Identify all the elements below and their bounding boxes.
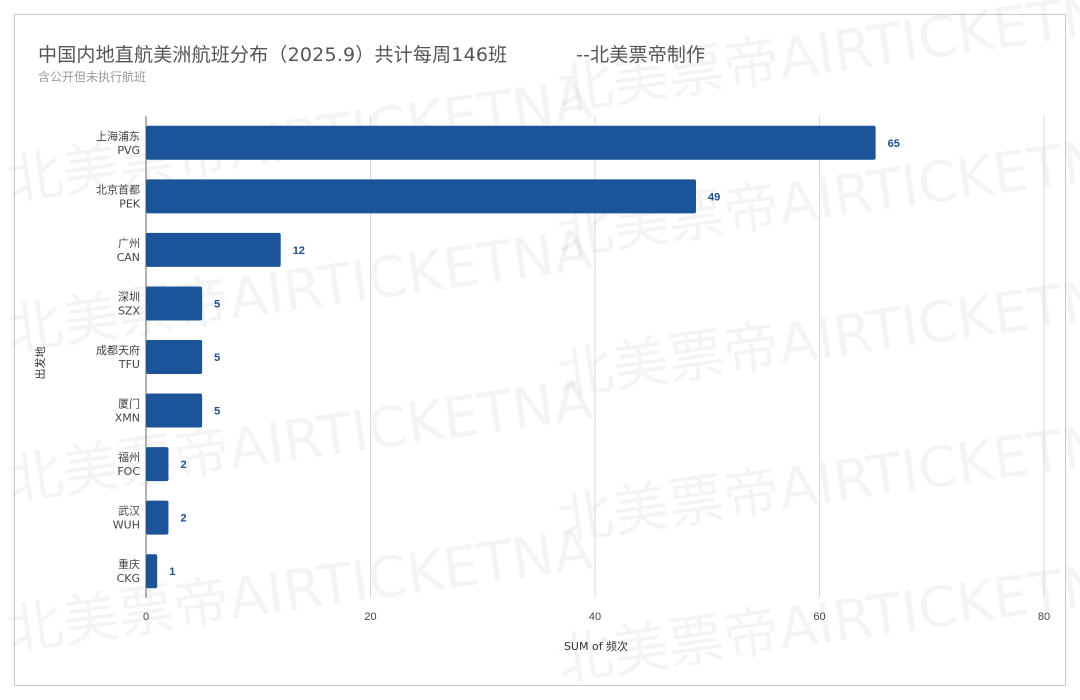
bar [146,554,158,589]
category-label: 广州 [118,237,140,250]
watermark-text: 北美票帝AIRTICKETNA [3,517,596,663]
category-code-label: PEK [119,197,141,210]
bar [146,125,876,160]
bar [146,447,169,482]
data-label: 1 [169,566,175,578]
category-label: 福州 [118,450,140,464]
x-tick-label: 0 [143,611,149,623]
category-code-label: WUH [113,519,140,532]
watermark-text: 北美票帝AIRTICKETNA [553,262,1080,408]
category-code-label: SZX [118,304,141,317]
x-tick-label: 80 [1038,611,1050,623]
category-code-label: FOC [117,465,140,478]
chart-title: 中国内地直航美洲航班分布（2025.9）共计每周146班 --北美票帝制作 [38,44,706,66]
category-label: 成都天府 [96,343,140,357]
bar [146,232,281,267]
category-label: 武汉 [118,505,140,518]
watermark-text: 北美票帝AIRTICKETNA [553,407,1080,553]
category-label: 深圳 [118,290,140,303]
category-label: 厦门 [118,397,140,411]
data-label: 5 [214,406,220,418]
labels: 0 20 40 60 8065上海浦东PVG49北京首都PEK12广州CAN5深圳SZX… [33,129,1050,653]
x-tick-label: 40 [589,611,601,623]
category-label: 北京首都 [96,182,140,196]
watermark-text: 北美票帝AIRTICKETNA [3,367,596,513]
data-label: 49 [708,191,720,203]
data-label: 65 [888,138,900,150]
data-label: 12 [293,245,305,257]
category-code-label: XMN [115,412,140,425]
x-tick-label: 60 [813,611,825,623]
bar [146,393,203,428]
bar [146,340,203,374]
data-label: 5 [214,298,220,310]
data-label: 2 [180,513,186,525]
x-tick-label: 20 [364,611,376,623]
bar [146,179,697,214]
category-code-label: PVG [117,144,140,157]
watermark-text: 北美票帝AIRTICKETNA [3,217,596,363]
y-axis-title: 出发地 [33,347,47,380]
category-code-label: CAN [117,251,140,264]
bar [146,286,203,321]
chart-subtitle: 含公开但未执行航班 [38,70,147,84]
data-label: 2 [180,459,186,471]
category-code-label: TFU [118,358,140,371]
category-label: 重庆 [118,557,140,571]
category-code-label: CKG [117,572,140,585]
data-label: 5 [214,352,220,364]
category-label: 上海浦东 [96,129,140,143]
bars [146,125,876,589]
bar [146,500,169,535]
x-axis-title: SUM of 频次 [564,639,628,653]
